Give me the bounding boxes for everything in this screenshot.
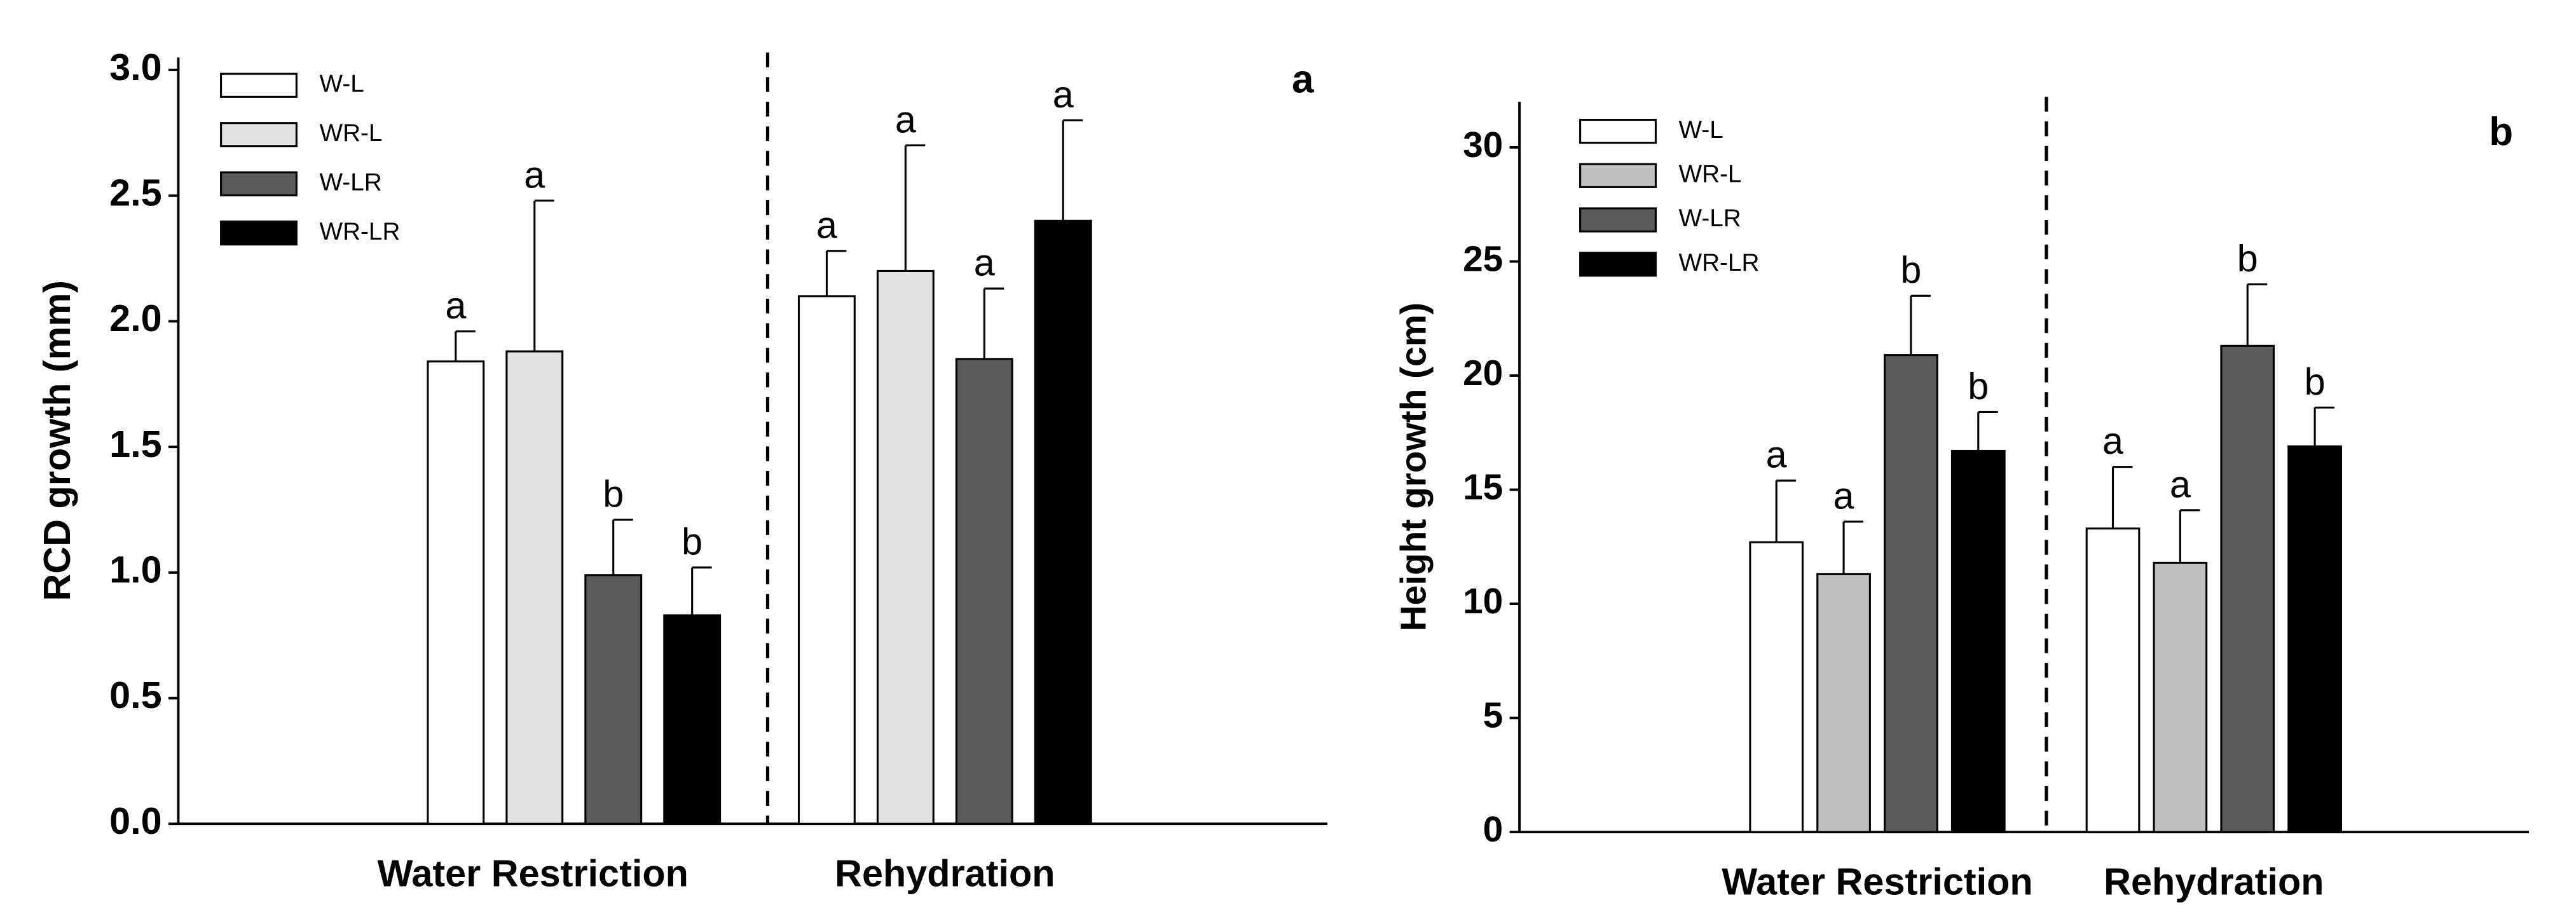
legend-swatch — [220, 122, 298, 147]
y-tick-label: 2.5 — [109, 172, 162, 214]
legend-label: W-L — [1679, 116, 1723, 144]
bar — [1816, 573, 1871, 833]
y-tick-label: 1.5 — [109, 423, 162, 465]
significance-letter: a — [524, 153, 545, 196]
x-tick-label: Rehydration — [835, 852, 1055, 895]
error-bar — [2111, 466, 2133, 529]
y-tick-label: 10 — [1463, 582, 1503, 622]
error-bar — [1842, 521, 1864, 575]
y-tick-label: 0 — [1483, 810, 1504, 850]
legend-label: WR-L — [320, 119, 383, 147]
error-bar — [1977, 411, 1998, 451]
significance-letter: b — [2305, 360, 2326, 403]
significance-letter: a — [2170, 463, 2191, 505]
y-tick-label: 30 — [1463, 125, 1503, 165]
y-tick-label: 15 — [1463, 468, 1503, 508]
legend-label: WR-LR — [1679, 249, 1760, 276]
bar — [2085, 528, 2141, 833]
significance-letter: a — [445, 284, 467, 327]
y-tick-label: 5 — [1483, 696, 1504, 736]
panel-label: b — [2489, 110, 2513, 154]
legend-label: W-LR — [320, 168, 382, 196]
error-bar — [691, 566, 712, 616]
y-axis-title: RCD growth (mm) — [36, 280, 78, 601]
legend-swatch — [220, 171, 298, 196]
x-tick-label: Water Restriction — [1722, 860, 2032, 902]
error-bar — [2246, 283, 2268, 346]
significance-letter: a — [1766, 433, 1788, 476]
x-tick-label: Water Restriction — [378, 852, 689, 895]
error-bar — [983, 287, 1004, 359]
legend-swatch — [220, 72, 298, 98]
bar — [505, 350, 564, 825]
bar — [797, 295, 856, 825]
y-tick-label: 1.0 — [109, 548, 162, 591]
y-tick-label: 2.0 — [109, 297, 162, 339]
error-bar — [904, 144, 926, 271]
error-bar — [612, 519, 633, 575]
y-tick-label: 20 — [1463, 353, 1503, 393]
bar — [1749, 541, 1804, 833]
significance-letter: b — [1900, 248, 1921, 291]
legend-label: WR-L — [1679, 161, 1742, 188]
error-bar — [1910, 294, 1931, 355]
error-bar — [1062, 119, 1083, 221]
error-bar — [533, 200, 554, 351]
legend-swatch — [1579, 118, 1657, 144]
bar — [584, 574, 643, 825]
significance-letter: a — [895, 98, 917, 140]
bar — [427, 360, 485, 825]
y-tick-label: 0.0 — [109, 800, 162, 842]
bar — [2153, 561, 2208, 833]
significance-letter: a — [1833, 474, 1855, 517]
error-bar — [1775, 479, 1797, 543]
bar — [1034, 219, 1092, 825]
significance-letter: b — [1968, 365, 1989, 407]
bar — [2287, 445, 2342, 833]
error-bar — [2313, 406, 2335, 447]
legend-label: WR-LR — [320, 218, 401, 245]
significance-letter: b — [603, 472, 624, 515]
significance-letter: a — [2102, 419, 2124, 462]
legend-swatch — [1579, 252, 1657, 277]
significance-letter: b — [682, 521, 702, 563]
significance-letter: a — [1053, 73, 1074, 116]
legend-swatch — [1579, 163, 1657, 188]
bar — [955, 358, 1013, 825]
error-bar — [825, 250, 847, 296]
legend-label: W-L — [320, 71, 364, 98]
legend-swatch — [1579, 207, 1657, 233]
y-tick-label: 25 — [1463, 239, 1503, 279]
legend-swatch — [220, 221, 298, 246]
bar — [2220, 344, 2275, 833]
bar — [876, 269, 935, 825]
bar — [1884, 354, 1938, 833]
legend-label: W-LR — [1679, 205, 1741, 232]
error-bar — [455, 330, 476, 362]
y-tick-label: 3.0 — [109, 46, 162, 88]
significance-letter: a — [974, 242, 996, 284]
y-tick-label: 0.5 — [109, 674, 162, 716]
significance-letter: a — [816, 203, 838, 246]
x-tick-label: Rehydration — [2104, 860, 2324, 902]
y-axis-title: Height growth (cm) — [1394, 303, 1434, 631]
error-bar — [2179, 509, 2200, 563]
bar — [663, 614, 722, 825]
panel-label: a — [1292, 57, 1314, 101]
bar — [1950, 449, 2006, 833]
significance-letter: b — [2237, 237, 2258, 280]
